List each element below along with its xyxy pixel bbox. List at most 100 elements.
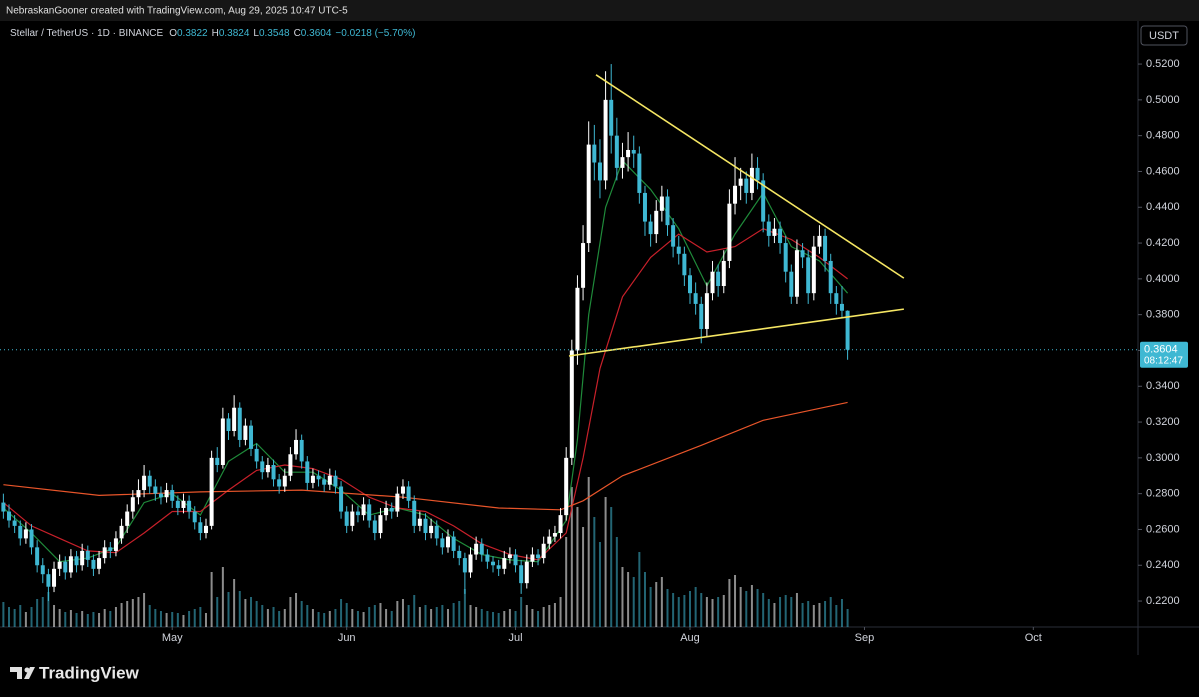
candle-body [457,550,462,559]
y-tick-label: 0.3000 [1146,452,1180,464]
ohlc-value: 0.3548 [259,28,290,39]
volume-bar [756,589,759,627]
y-tick-label: 0.5200 [1146,58,1180,70]
volume-bar [835,605,838,627]
volume-bar [739,587,742,627]
candle-body [794,250,799,297]
candle-body [738,178,743,186]
volume-bar [227,592,230,627]
candle-body [699,303,704,329]
candle-body [817,235,822,247]
volume-bar [131,599,134,627]
volume-bar [570,487,573,627]
currency: USDT [1149,30,1179,42]
candle-body [485,554,490,562]
volume-bar [615,537,618,627]
candle-body [63,561,68,573]
candle-body [170,490,175,501]
candle-body [367,504,372,521]
candle-body [704,293,709,329]
candle-body [108,547,113,551]
candle-body [142,475,147,491]
ohlc-label: O [169,28,177,39]
candle-body [400,486,405,494]
candle-body [412,500,417,526]
candle-body [507,554,512,559]
volume-bar [694,587,697,627]
candle-body [451,536,456,551]
candle-body [637,153,642,193]
candle-body [243,425,248,440]
candle-body [676,246,681,254]
candle-body [80,550,85,566]
volume-bar [323,613,326,627]
candle-body [23,529,28,539]
candle-body [772,228,777,236]
candle-body [581,243,586,288]
candle-body [113,538,118,551]
currency-box[interactable] [1140,25,1188,46]
candle-body [710,271,715,294]
candle-body [614,135,619,168]
candle-body [631,149,636,154]
ohlc-value: 0.3604 [301,28,332,39]
volume-bar [311,609,314,627]
candle-body [7,511,12,521]
volume-bar [728,579,731,627]
volume-bar [565,537,568,627]
volume-bar [58,609,61,627]
volume-bar [745,591,748,627]
ohlc-value: 0.3824 [219,28,250,39]
candle-body [232,407,237,432]
ohlc-label: L [253,28,259,39]
volume-bar [8,607,11,627]
volume-bar [576,507,579,627]
header: Stellar / TetherUS · 1D · BINANCE O0.3822… [10,28,415,39]
x-tick-label: Jun [338,632,356,644]
volume-bar [86,614,89,627]
candle-body [609,99,614,136]
volume-bar [463,589,466,627]
candle-body [344,511,349,526]
candle-body [642,192,647,222]
volume-bar [328,611,331,627]
volume-bar [689,591,692,627]
volume-bar [435,607,438,627]
candle-body [322,479,327,485]
y-tick-label: 0.2800 [1146,488,1180,500]
volume-bar [610,507,613,627]
volume-bar [244,599,247,627]
candle-body [153,486,158,494]
candle-body [429,525,434,534]
x-tick-label: Jul [509,632,523,644]
volume-bar [255,601,258,627]
volume-bar [514,611,517,627]
y-tick-label: 0.3800 [1146,309,1180,321]
candle-body [845,310,850,350]
candle-body [198,522,203,534]
candle-body [659,196,664,211]
moving-average [3,228,848,561]
volume-bar [666,589,669,627]
volume-bar [801,603,804,627]
candle-body [783,243,788,272]
volume-bar [604,497,607,627]
candle-body [727,203,732,261]
y-tick-label: 0.3200 [1146,416,1180,428]
volume-bar [120,603,123,627]
candle-body [237,407,242,440]
candle-body [603,99,608,181]
candle-body [474,543,479,555]
volume-bar [176,613,179,627]
volume-bar [542,607,545,627]
volume-bar [762,593,765,627]
volume-bar [368,607,371,627]
volume-bar [250,597,253,627]
candle-body [806,257,811,294]
volume-bar [356,611,359,627]
candle-body [299,439,304,462]
candle-body [277,479,282,487]
volume-bar [469,605,472,627]
candle-body [389,507,394,512]
candle-body [575,287,580,351]
